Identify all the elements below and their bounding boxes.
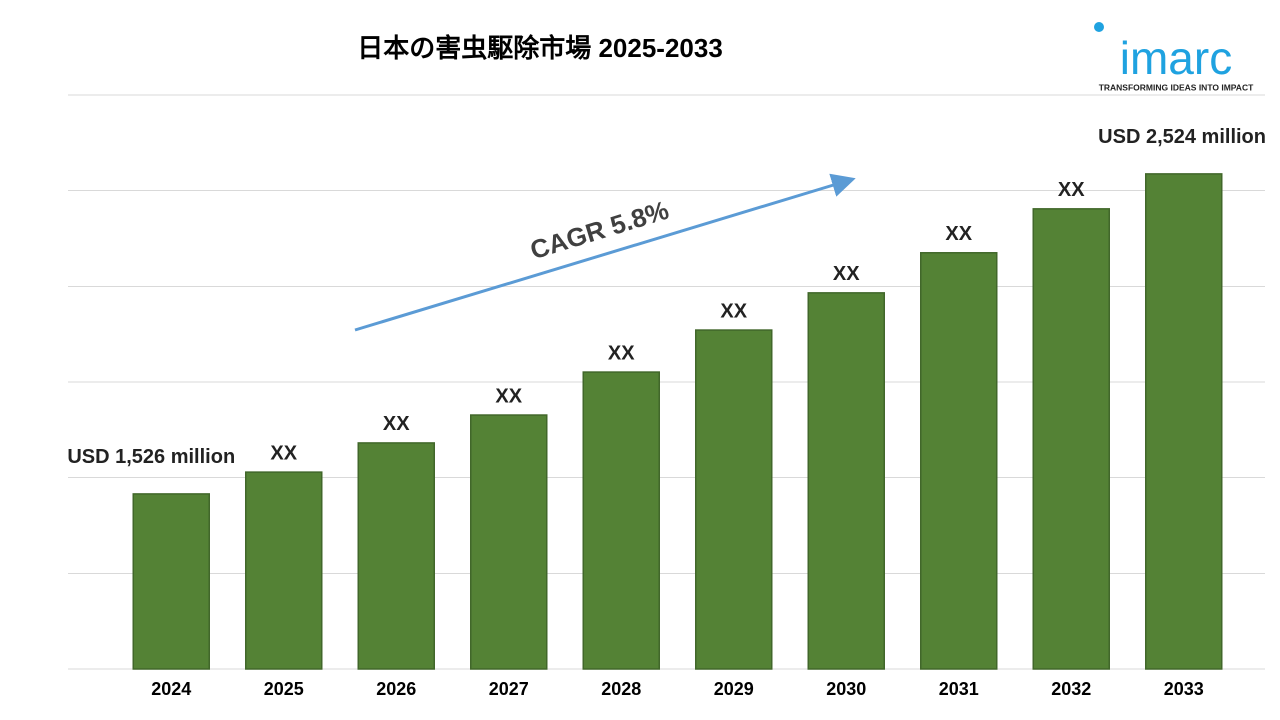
x-tick-label: 2029 [714,679,754,699]
value-label: XX [1058,179,1085,201]
logo-dot [1094,22,1104,32]
bar [470,414,548,670]
bar [807,292,885,670]
bar [357,442,435,670]
value-label: XX [833,263,860,285]
value-label: USD 2,524 million [1098,126,1266,148]
x-tick-label: 2028 [601,679,641,699]
value-label: XX [720,300,747,322]
x-tick-label: 2030 [826,679,866,699]
plot-area: 2024 USD 1,526 million 2025 XX 2026 XX 2027 XX 2… [67,94,1266,699]
bar [1032,208,1110,670]
x-tick-label: 2033 [1164,679,1204,699]
x-tick-label: 2024 [151,679,191,699]
cagr-arrow [354,173,856,332]
x-tick-label: 2026 [376,679,416,699]
bar [920,252,998,670]
x-tick-label: 2031 [939,679,979,699]
value-label: XX [495,385,522,407]
value-label: XX [270,442,297,464]
x-tick-label: 2032 [1051,679,1091,699]
chart-title: 日本の害虫駆除市場 2025-2033 [357,33,723,63]
bar [582,371,660,670]
value-label: XX [945,223,972,245]
logo-tagline: TRANSFORMING IDEAS INTO IMPACT [1099,82,1254,92]
bar [132,493,210,670]
x-tick-label: 2027 [489,679,529,699]
logo-name: imarc [1120,32,1232,84]
bar [695,329,773,670]
bar [1145,173,1223,670]
bar [245,471,323,670]
value-label: XX [608,342,635,364]
value-label: XX [383,413,410,435]
x-tick-label: 2025 [264,679,304,699]
value-label: USD 1,526 million [67,446,235,468]
